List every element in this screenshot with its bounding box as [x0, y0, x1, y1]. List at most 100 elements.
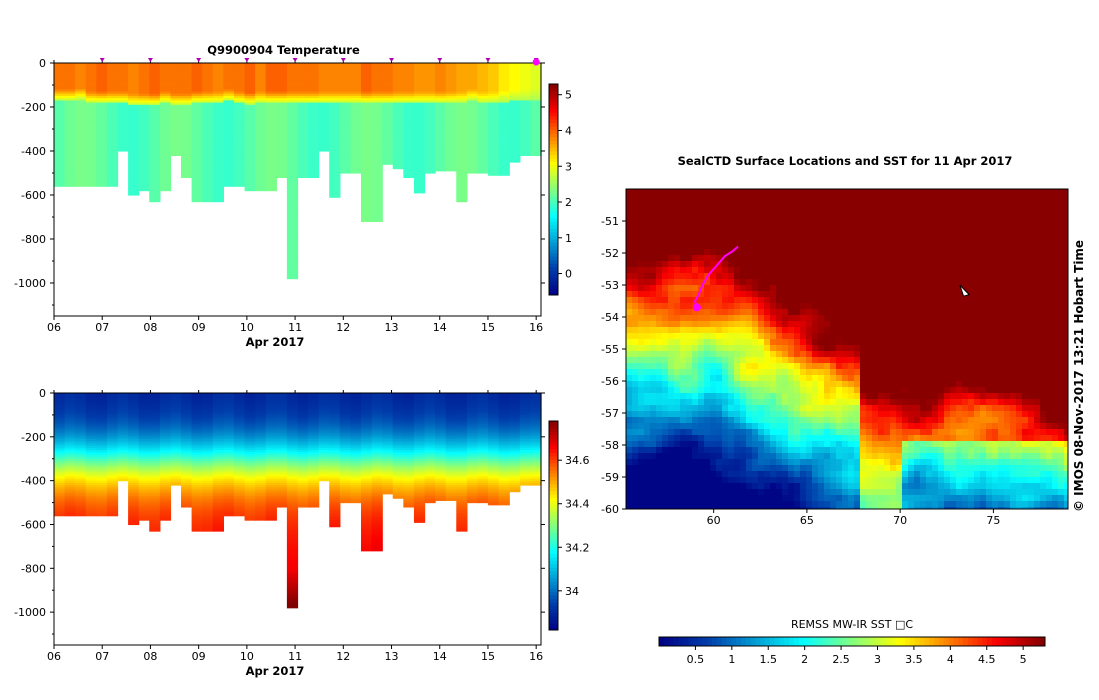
heatmap-cell [466, 135, 479, 139]
heatmap-cell [361, 214, 373, 218]
colorbar-tick-label: 4 [565, 124, 572, 137]
heatmap-cell [138, 175, 150, 178]
heatmap-cell [159, 177, 172, 181]
heatmap-cell [106, 151, 119, 154]
heatmap-cell [339, 63, 352, 66]
heatmap-cell [286, 570, 299, 574]
heatmap-cell [297, 445, 309, 449]
heatmap-cell [350, 408, 362, 412]
heatmap-cell [382, 487, 394, 491]
heatmap-cell [392, 98, 404, 101]
heatmap-cell [96, 447, 108, 451]
heatmap-cell [371, 129, 383, 132]
heatmap-cell [424, 109, 436, 112]
heatmap-cell [233, 445, 246, 449]
heatmap-cell [85, 111, 97, 115]
heatmap-cell [265, 419, 277, 423]
heatmap-cell [106, 474, 119, 477]
heatmap-cell [54, 142, 66, 145]
heatmap-cell [371, 137, 383, 141]
heatmap-cell [106, 168, 119, 172]
heatmap-cell [403, 414, 415, 418]
heatmap-cell [244, 410, 256, 414]
heatmap-cell [255, 144, 267, 148]
heatmap-cell [191, 432, 203, 436]
heatmap-cell [265, 93, 277, 97]
heatmap-cell [477, 425, 489, 429]
heatmap-cell [466, 137, 479, 141]
heatmap-cell [202, 520, 214, 523]
heatmap-cell [128, 401, 140, 405]
heatmap-cell [466, 485, 479, 488]
heatmap-cell [435, 148, 447, 152]
heatmap-cell [413, 82, 426, 86]
heatmap-cell [361, 177, 373, 181]
heatmap-cell [456, 401, 468, 405]
heatmap-cell [212, 449, 224, 453]
heatmap-cell [181, 419, 193, 423]
heatmap-cell [488, 137, 500, 141]
heatmap-cell [202, 469, 214, 473]
heatmap-cell [477, 491, 489, 495]
heatmap-cell [308, 445, 320, 449]
heatmap-cell [212, 100, 224, 104]
heatmap-cell [223, 430, 235, 434]
heatmap-cell [276, 487, 288, 491]
heatmap-cell [329, 467, 341, 471]
heatmap-cell [361, 113, 373, 117]
heatmap-cell [498, 87, 510, 90]
heatmap-cell [466, 414, 479, 418]
heatmap-cell [519, 63, 532, 66]
heatmap-cell [212, 430, 224, 434]
heatmap-cell [456, 126, 468, 130]
heatmap-cell [530, 124, 542, 128]
heatmap-cell [382, 419, 394, 423]
heatmap-cell [64, 513, 76, 517]
heatmap-cell [159, 122, 172, 126]
heatmap-cell [138, 82, 150, 86]
heatmap-cell [202, 162, 214, 165]
heatmap-cell [286, 247, 299, 251]
heatmap-cell [64, 162, 76, 165]
heatmap-cell [286, 265, 299, 269]
heatmap-cell [85, 87, 97, 90]
heatmap-cell [339, 122, 352, 126]
heatmap-cell [466, 463, 479, 466]
heatmap-cell [159, 513, 172, 517]
heatmap-cell [424, 408, 436, 412]
heatmap-cell [308, 109, 320, 112]
heatmap-cell [286, 192, 299, 196]
heatmap-cell [286, 504, 299, 508]
heatmap-cell [339, 157, 352, 161]
heatmap-cell [488, 131, 500, 134]
heatmap-cell [456, 93, 468, 97]
heatmap-cell [202, 471, 214, 475]
heatmap-cell [96, 393, 108, 396]
heatmap-cell [233, 495, 246, 499]
heatmap-cell [54, 454, 66, 458]
heatmap-cell [181, 414, 193, 418]
heatmap-cell [106, 449, 119, 453]
heatmap-cell [202, 100, 214, 104]
heatmap-cell [530, 151, 542, 154]
heatmap-cell [117, 417, 129, 420]
heatmap-cell [191, 414, 203, 418]
heatmap-cell [530, 109, 542, 112]
heatmap-cell [223, 487, 235, 491]
heatmap-cell [202, 441, 214, 444]
heatmap-cell [435, 146, 447, 150]
heatmap-cell [128, 146, 140, 150]
heatmap-cell [212, 410, 224, 414]
heatmap-cell [297, 137, 309, 141]
heatmap-cell [329, 153, 341, 156]
heatmap-cell [371, 531, 383, 534]
heatmap-cell [265, 421, 277, 425]
heatmap-cell [64, 467, 76, 471]
heatmap-cell [138, 63, 150, 66]
heatmap-cell [212, 98, 224, 101]
heatmap-cell [361, 131, 373, 134]
heatmap-cell [96, 445, 108, 449]
heatmap-cell [318, 456, 330, 460]
heatmap-cell [308, 157, 320, 161]
heatmap-cell [106, 500, 119, 504]
